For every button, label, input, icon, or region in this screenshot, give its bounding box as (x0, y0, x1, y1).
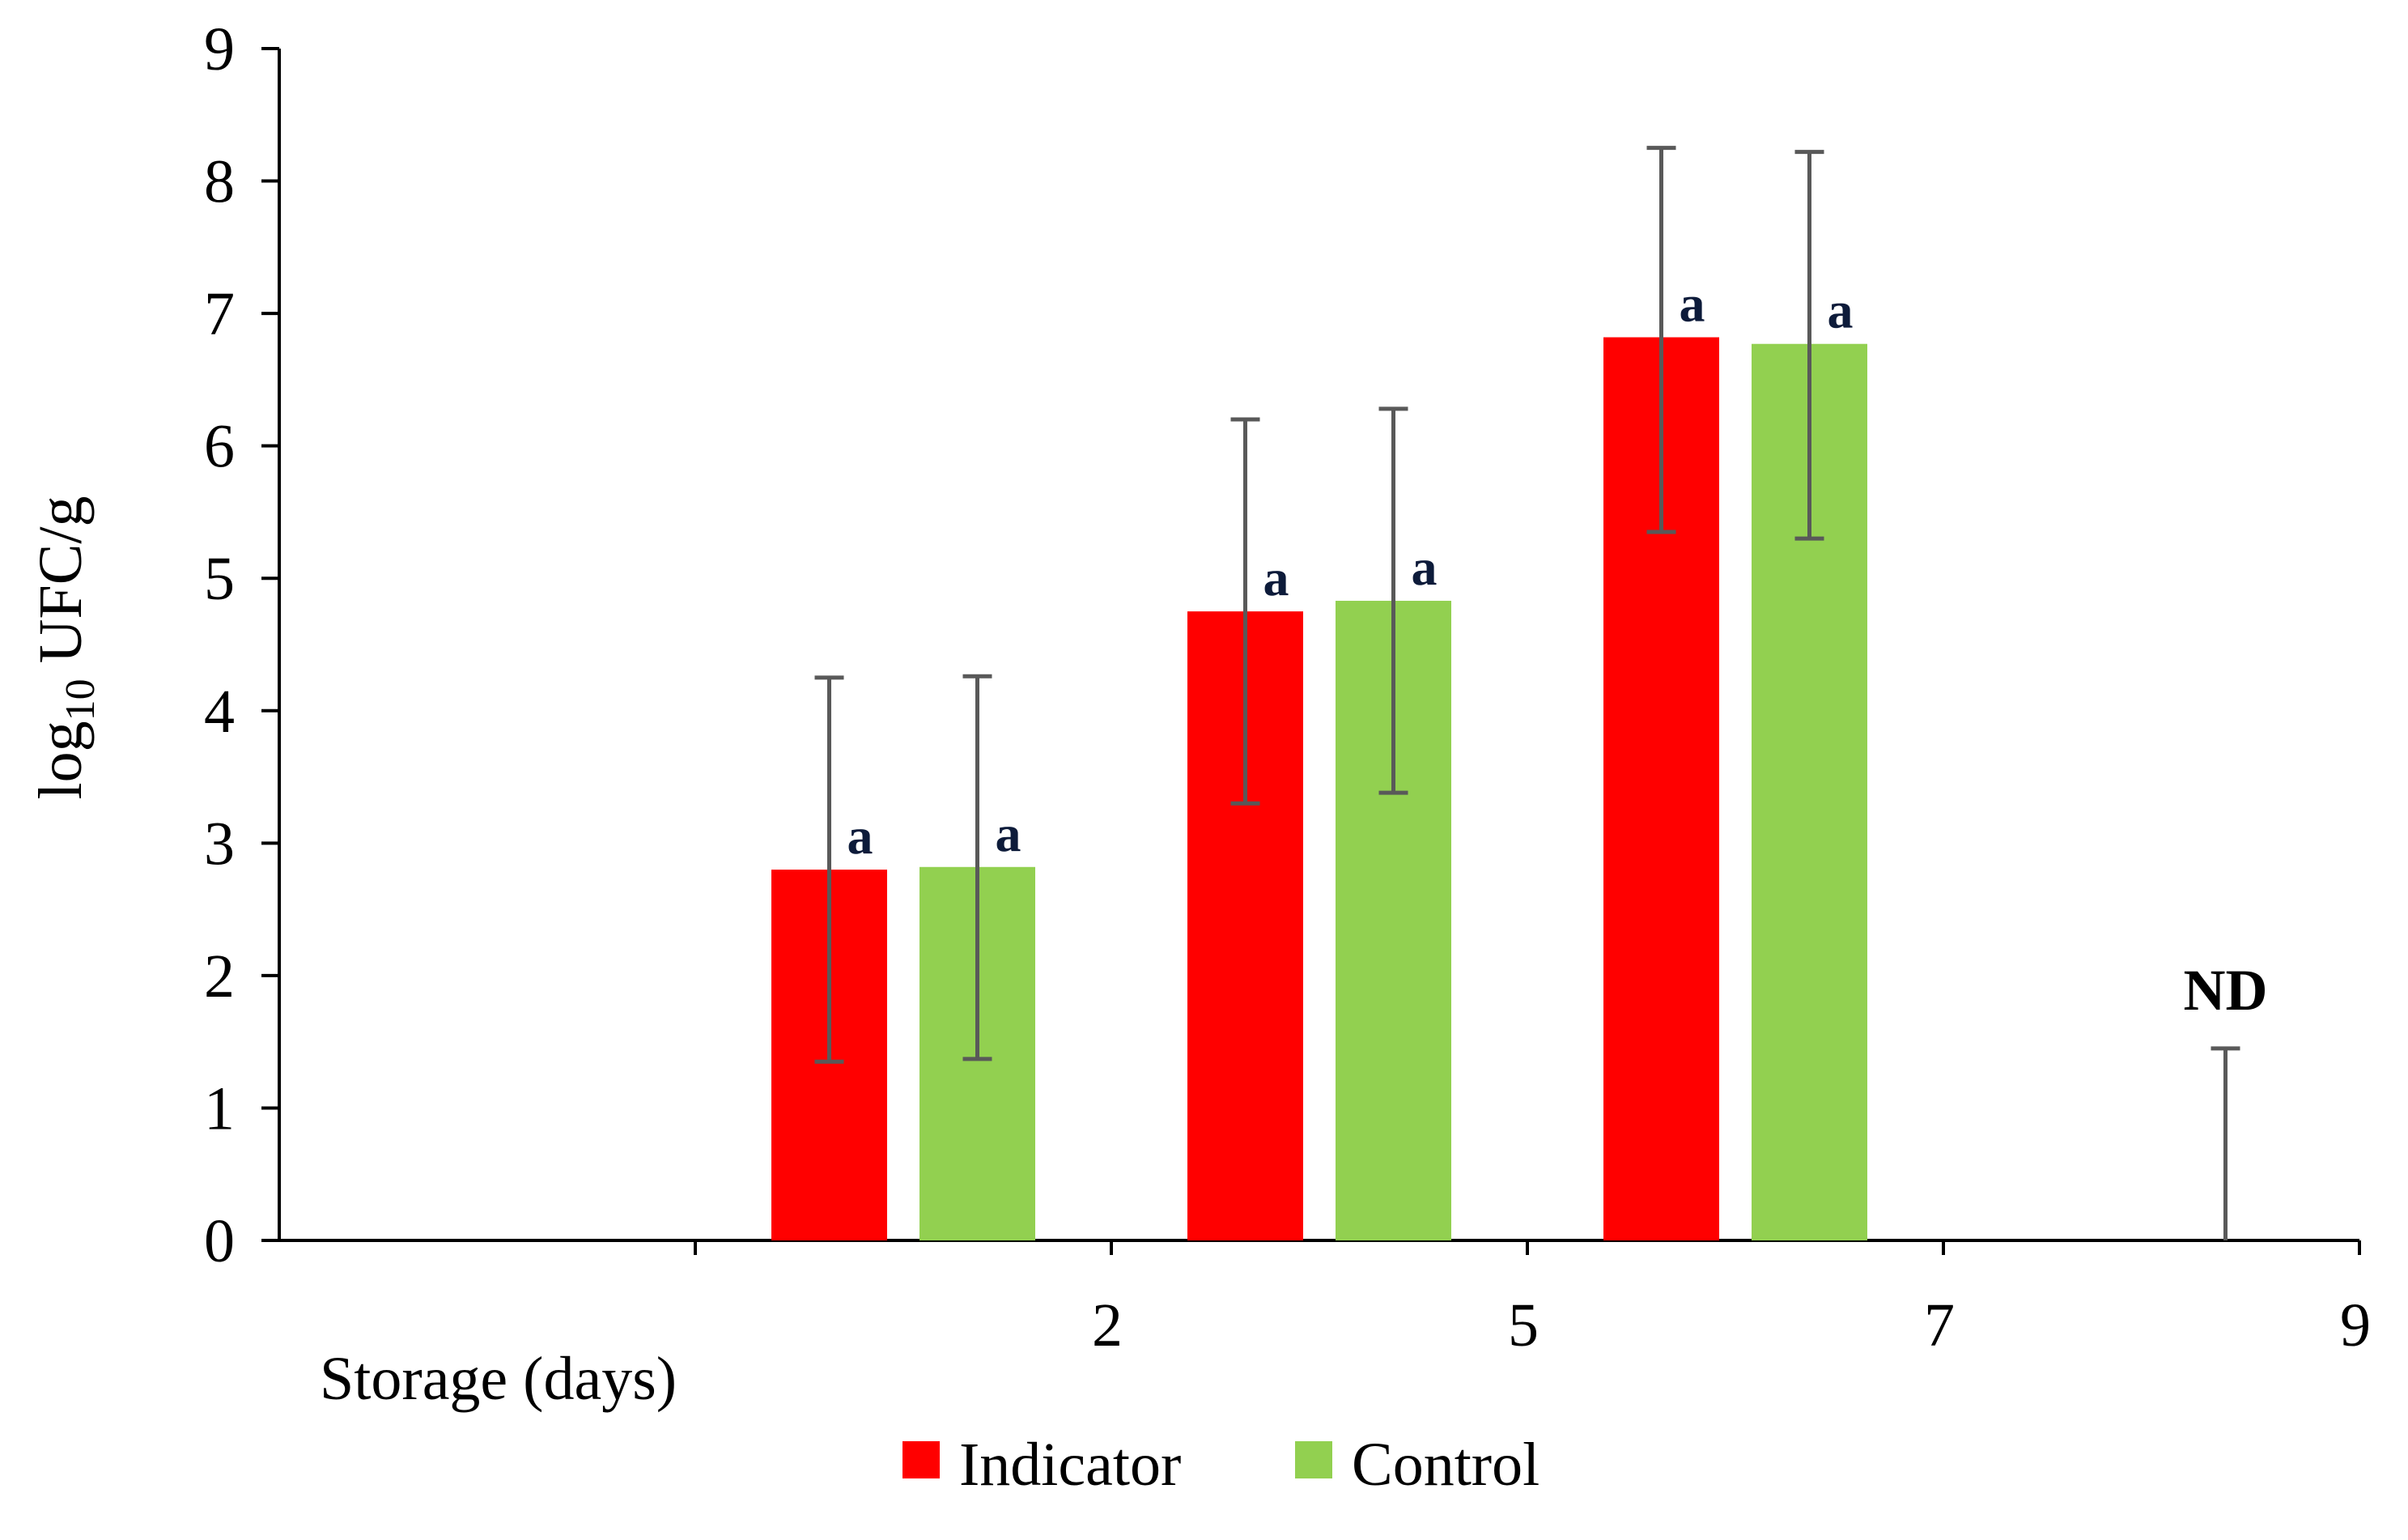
significance-label: a (1263, 549, 1289, 606)
y-axis-title-subscript: 10 (57, 679, 104, 721)
x-tick-label: 9 (2340, 1291, 2371, 1359)
y-tick-label: 4 (204, 678, 235, 746)
axes: 0 1 2 3 4 5 6 7 8 9 2 5 7 9 (204, 15, 2371, 1359)
y-tick-label: 8 (204, 148, 235, 216)
significance-label: a (996, 805, 1021, 862)
significance-label: a (1412, 538, 1438, 596)
x-tick-label: 2 (1092, 1291, 1123, 1359)
legend-label-control: Control (1352, 1431, 1540, 1499)
y-tick-label: 5 (204, 545, 235, 613)
significance-label: a (847, 807, 873, 865)
y-tick-label: 0 (204, 1207, 235, 1275)
y-axis-title-log: log (27, 721, 95, 799)
x-tick-label: 7 (1924, 1291, 1955, 1359)
y-tick-label: 6 (204, 413, 235, 481)
nd-label: ND (2184, 958, 2268, 1023)
bars-layer (771, 337, 1867, 1240)
y-tick-label: 7 (204, 280, 235, 348)
y-tick-label: 2 (204, 942, 235, 1010)
legend-swatch-control (1295, 1441, 1332, 1478)
y-tick-label: 3 (204, 810, 235, 878)
error-bars-layer (814, 146, 2240, 1240)
labels-layer: a a a a a a ND (847, 275, 2268, 1023)
y-tick-label: 9 (204, 15, 235, 83)
legend-swatch-indicator (902, 1441, 940, 1478)
y-axis-title: log10 UFC/g (27, 496, 104, 799)
y-tick-label: 1 (204, 1074, 235, 1142)
legend: Indicator Control (902, 1431, 1540, 1499)
significance-label: a (1828, 282, 1854, 339)
x-tick-label: 5 (1508, 1291, 1539, 1359)
legend-label-indicator: Indicator (959, 1431, 1181, 1499)
x-axis-title: Storage (days) (320, 1345, 677, 1413)
y-axis-title-unit: UFC/g (27, 496, 95, 679)
significance-label: a (1680, 275, 1705, 333)
